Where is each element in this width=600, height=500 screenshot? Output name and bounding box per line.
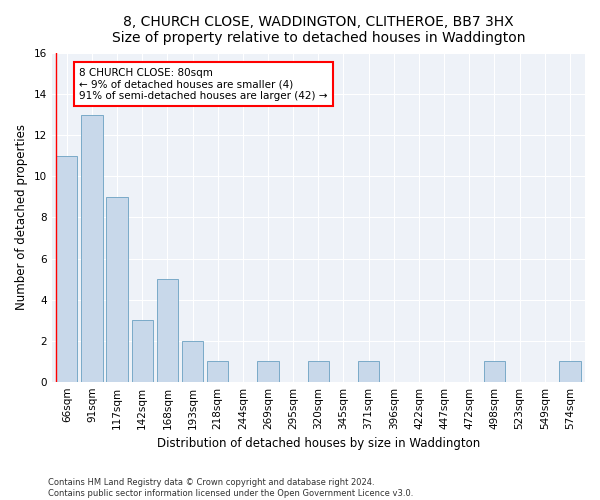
Text: Contains HM Land Registry data © Crown copyright and database right 2024.
Contai: Contains HM Land Registry data © Crown c… xyxy=(48,478,413,498)
X-axis label: Distribution of detached houses by size in Waddington: Distribution of detached houses by size … xyxy=(157,437,480,450)
Bar xyxy=(131,320,153,382)
Bar xyxy=(106,197,128,382)
Bar xyxy=(182,340,203,382)
Bar xyxy=(81,115,103,382)
Bar xyxy=(484,361,505,382)
Bar xyxy=(157,279,178,382)
Title: 8, CHURCH CLOSE, WADDINGTON, CLITHEROE, BB7 3HX
Size of property relative to det: 8, CHURCH CLOSE, WADDINGTON, CLITHEROE, … xyxy=(112,15,525,45)
Bar xyxy=(358,361,379,382)
Bar xyxy=(56,156,77,382)
Bar xyxy=(308,361,329,382)
Text: 8 CHURCH CLOSE: 80sqm
← 9% of detached houses are smaller (4)
91% of semi-detach: 8 CHURCH CLOSE: 80sqm ← 9% of detached h… xyxy=(79,68,328,101)
Bar xyxy=(257,361,279,382)
Bar xyxy=(207,361,229,382)
Y-axis label: Number of detached properties: Number of detached properties xyxy=(15,124,28,310)
Bar xyxy=(559,361,581,382)
